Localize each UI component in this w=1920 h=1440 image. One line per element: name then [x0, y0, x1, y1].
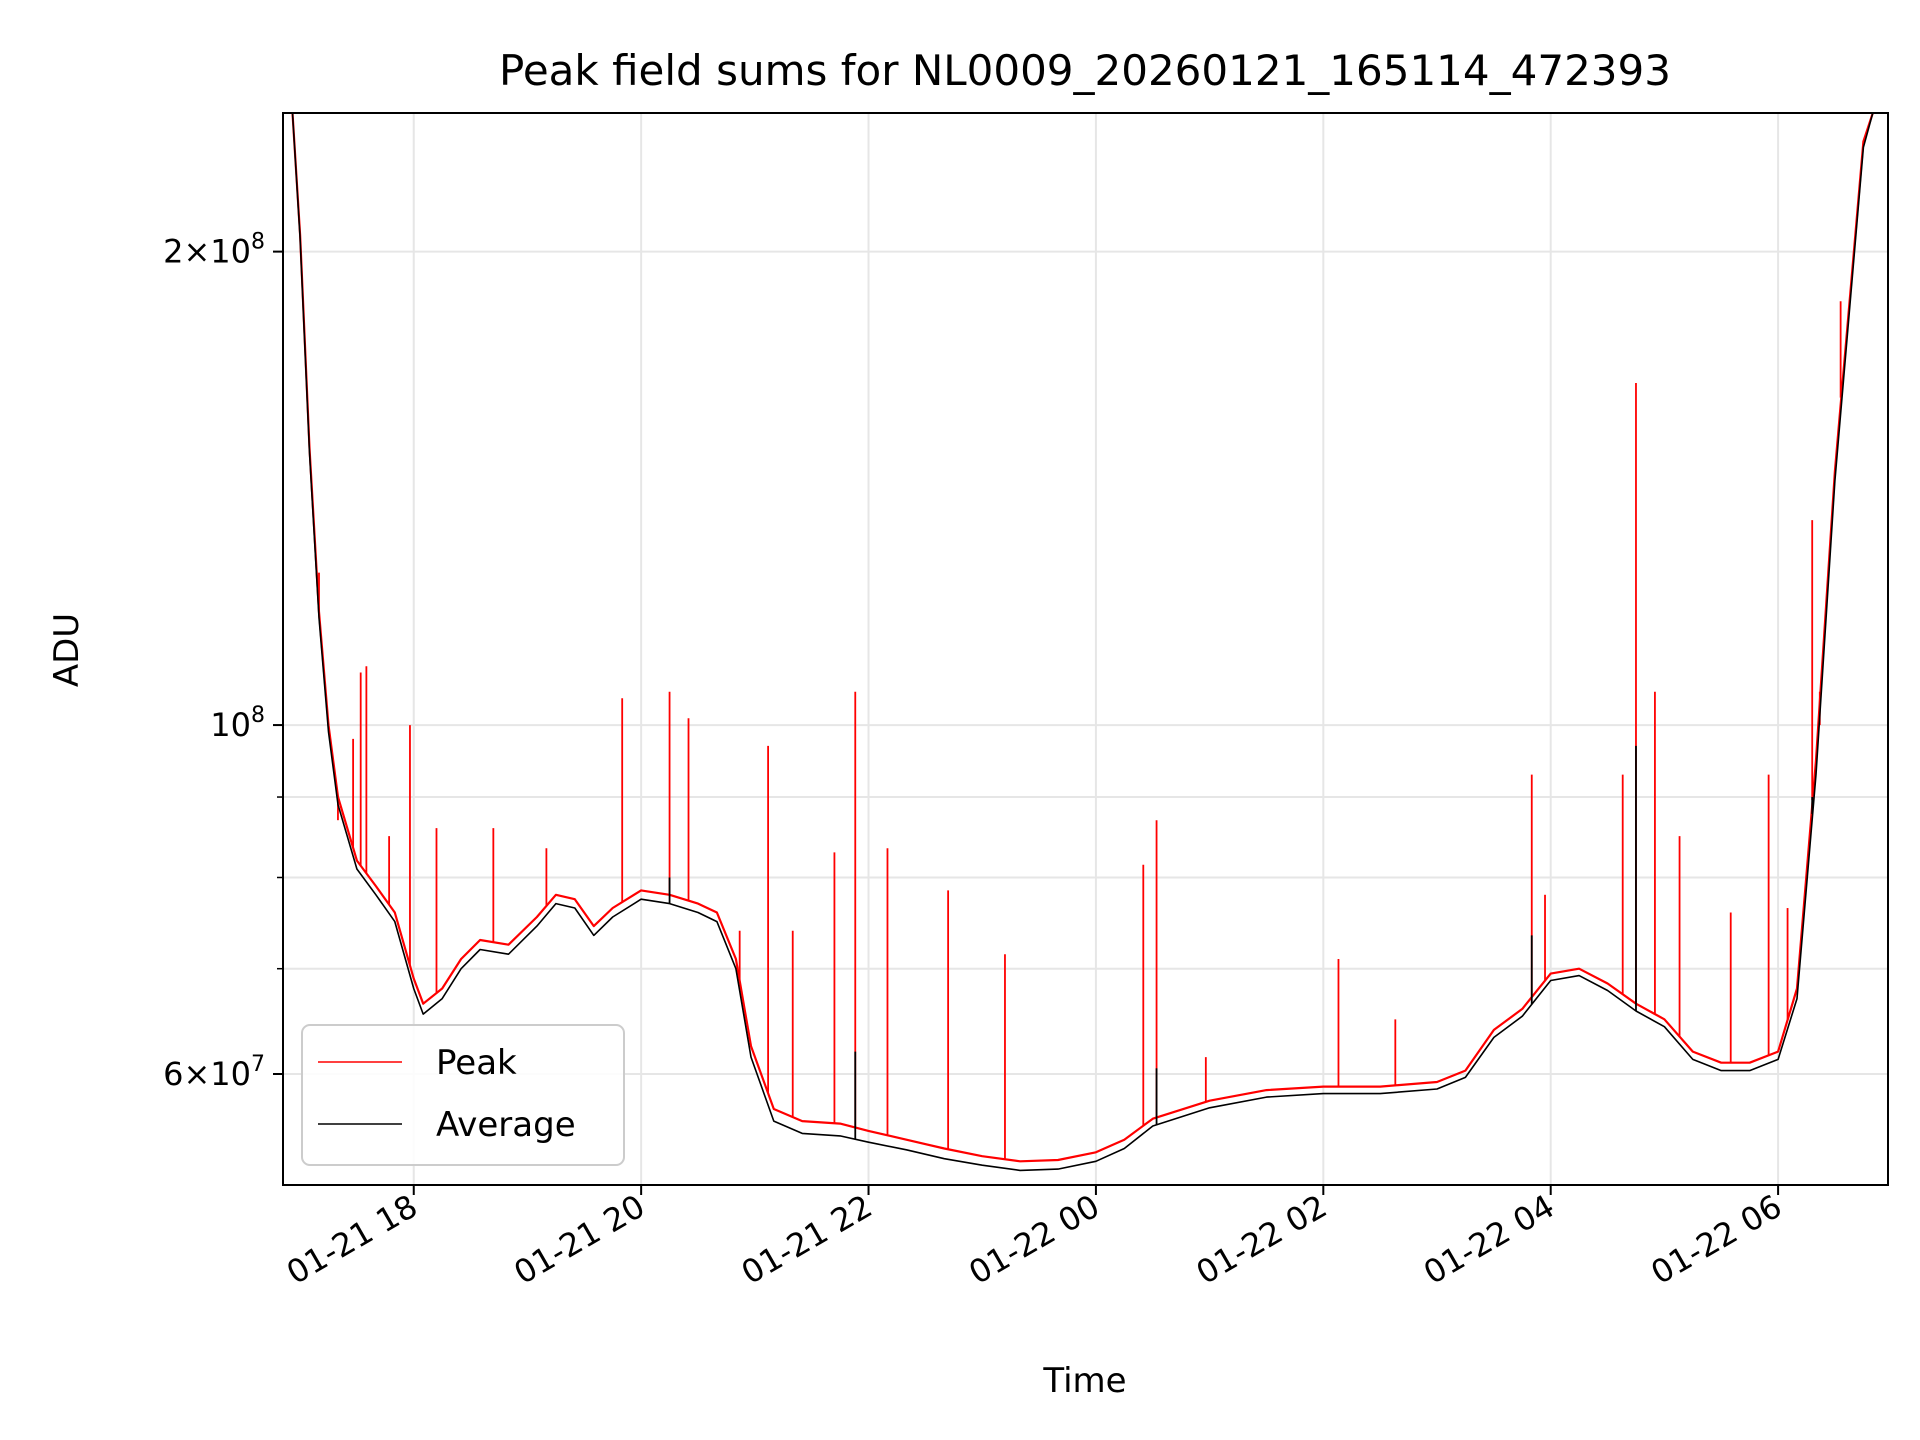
grid [283, 113, 1888, 1185]
chart-title: Peak field sums for NL0009_20260121_1651… [499, 46, 1671, 95]
series-peak [291, 113, 1874, 1163]
plot-frame [282, 112, 1889, 1186]
legend-label-peak: Peak [436, 1043, 517, 1083]
y-tick-label: 108 [210, 703, 265, 744]
legend: Peak Average [301, 1024, 625, 1166]
y-tick-label: 2×108 [163, 230, 265, 271]
plot-lines [291, 113, 1874, 1172]
series-line-average [291, 113, 1874, 1172]
x-axis-label: Time [1042, 1361, 1126, 1401]
y-tick-label: 6×107 [163, 1052, 265, 1093]
y-axis-label: ADU [47, 613, 87, 687]
legend-label-average: Average [436, 1105, 576, 1145]
series-line-peak [291, 113, 1874, 1163]
series-average [291, 113, 1874, 1172]
y-axis-ticks: 2×108 108 6×107 [163, 230, 283, 1093]
legend-box [301, 1024, 625, 1166]
